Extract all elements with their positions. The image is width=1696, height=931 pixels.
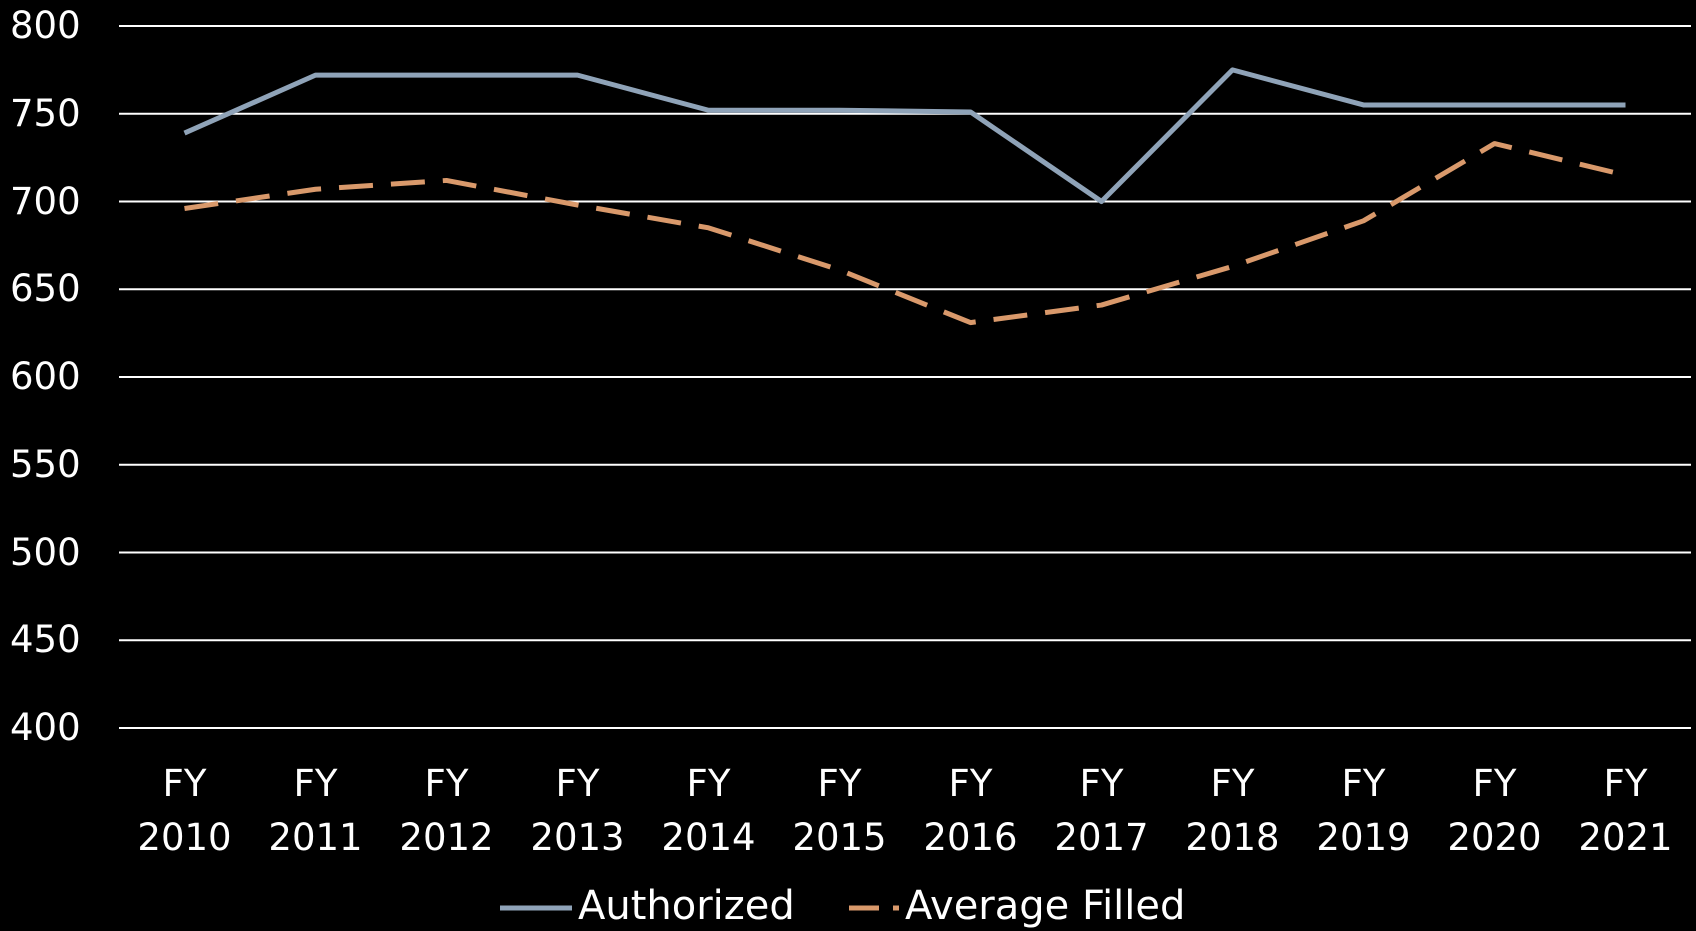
x-tick-label: FY 2014: [661, 762, 756, 859]
y-tick-label: 700: [10, 179, 81, 223]
y-tick-label: 550: [10, 442, 81, 486]
series-line: [184, 141, 1627, 326]
x-tick-label: FY 2016: [923, 762, 1018, 859]
x-tick-label: FY 2019: [1316, 762, 1411, 859]
x-tick-label: FY 2021: [1578, 762, 1673, 859]
x-tick-label: FY 2015: [792, 762, 887, 859]
y-tick-label: 450: [10, 618, 81, 662]
x-tick-label: FY 2011: [268, 762, 363, 859]
x-tick-label: FY 2017: [1054, 762, 1149, 859]
x-tick-label: FY 2013: [530, 762, 625, 859]
y-tick-label: 400: [10, 706, 81, 749]
legend-label: Average Filled: [905, 883, 1186, 929]
series-line: [183, 67, 1626, 204]
legend-label: Authorized: [578, 883, 795, 929]
x-tick-label: FY 2018: [1185, 762, 1280, 859]
x-tick-label: FY 2012: [399, 762, 494, 859]
x-tick-label: FY 2020: [1447, 762, 1542, 859]
y-tick-label: 750: [10, 91, 81, 135]
y-tick-label: 500: [10, 530, 81, 574]
x-tick-label: FY 2010: [137, 762, 232, 859]
y-tick-label: 600: [10, 355, 81, 398]
y-tick-label: 650: [10, 267, 81, 311]
y-tick-label: 800: [10, 4, 81, 47]
